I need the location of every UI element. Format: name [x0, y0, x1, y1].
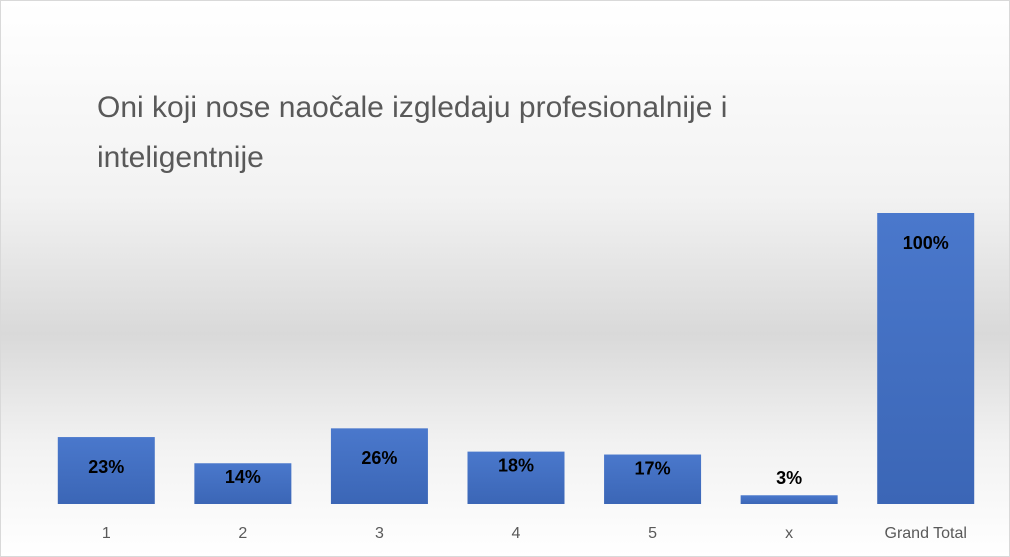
bar	[194, 463, 292, 504]
bar	[740, 495, 838, 504]
x-tick-label: 2	[238, 525, 247, 542]
x-tick-label: 4	[512, 525, 521, 542]
data-label: 17%	[635, 458, 671, 478]
bar	[57, 437, 155, 504]
data-label: 14%	[225, 467, 261, 487]
data-label: 18%	[498, 455, 534, 475]
bar	[330, 428, 428, 504]
bar	[877, 213, 975, 504]
data-label: 100%	[903, 233, 949, 253]
x-tick-label: 5	[648, 525, 657, 542]
x-tick-label: 3	[375, 525, 384, 542]
data-label: 3%	[776, 468, 802, 488]
data-label: 23%	[88, 457, 124, 477]
bar	[604, 454, 702, 504]
chart-title: Oni koji nose naočale izgledaju profesio…	[97, 91, 728, 174]
bar	[467, 451, 565, 504]
x-tick-label: 1	[102, 525, 111, 542]
x-tick-label: x	[785, 525, 793, 542]
data-label: 26%	[361, 448, 397, 468]
x-tick-label: Grand Total	[885, 525, 967, 542]
